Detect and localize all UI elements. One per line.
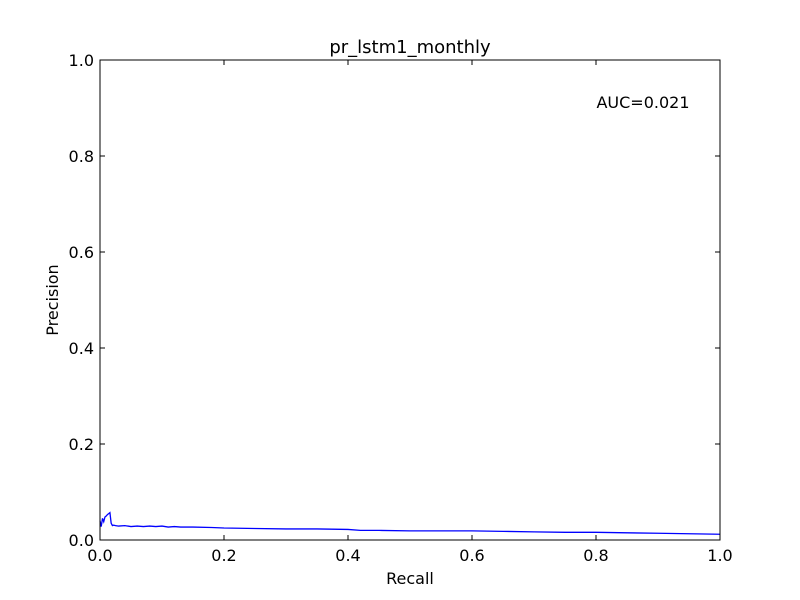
pr-curve-line	[99, 511, 721, 535]
x-axis-label: Recall	[386, 569, 434, 588]
y-tick-label: 0.6	[69, 243, 94, 262]
plot-frame	[99, 59, 721, 541]
y-tick-label: 1.0	[69, 51, 94, 70]
x-tick-label: 0.2	[211, 546, 236, 565]
y-axis-label: Precision	[43, 264, 62, 335]
y-tick-label: 0.2	[69, 435, 94, 454]
x-tick-label: 1.0	[707, 546, 732, 565]
x-tick-label: 0.0	[87, 546, 112, 565]
x-tick-label: 0.6	[459, 546, 484, 565]
axis-ticks: 0.0 0.2 0.4 0.6 0.8 1.0 0.0 0.2 0.4 0.6 0.8 1.0	[69, 51, 733, 565]
y-tick-label: 0.0	[69, 531, 94, 550]
y-tick-label: 0.4	[69, 339, 94, 358]
x-tick-label: 0.8	[583, 546, 608, 565]
auc-annotation: AUC=0.021	[596, 93, 689, 112]
x-tick-label: 0.4	[335, 546, 360, 565]
chart-title: pr_lstm1_monthly	[329, 37, 491, 58]
y-tick-label: 0.8	[69, 147, 94, 166]
